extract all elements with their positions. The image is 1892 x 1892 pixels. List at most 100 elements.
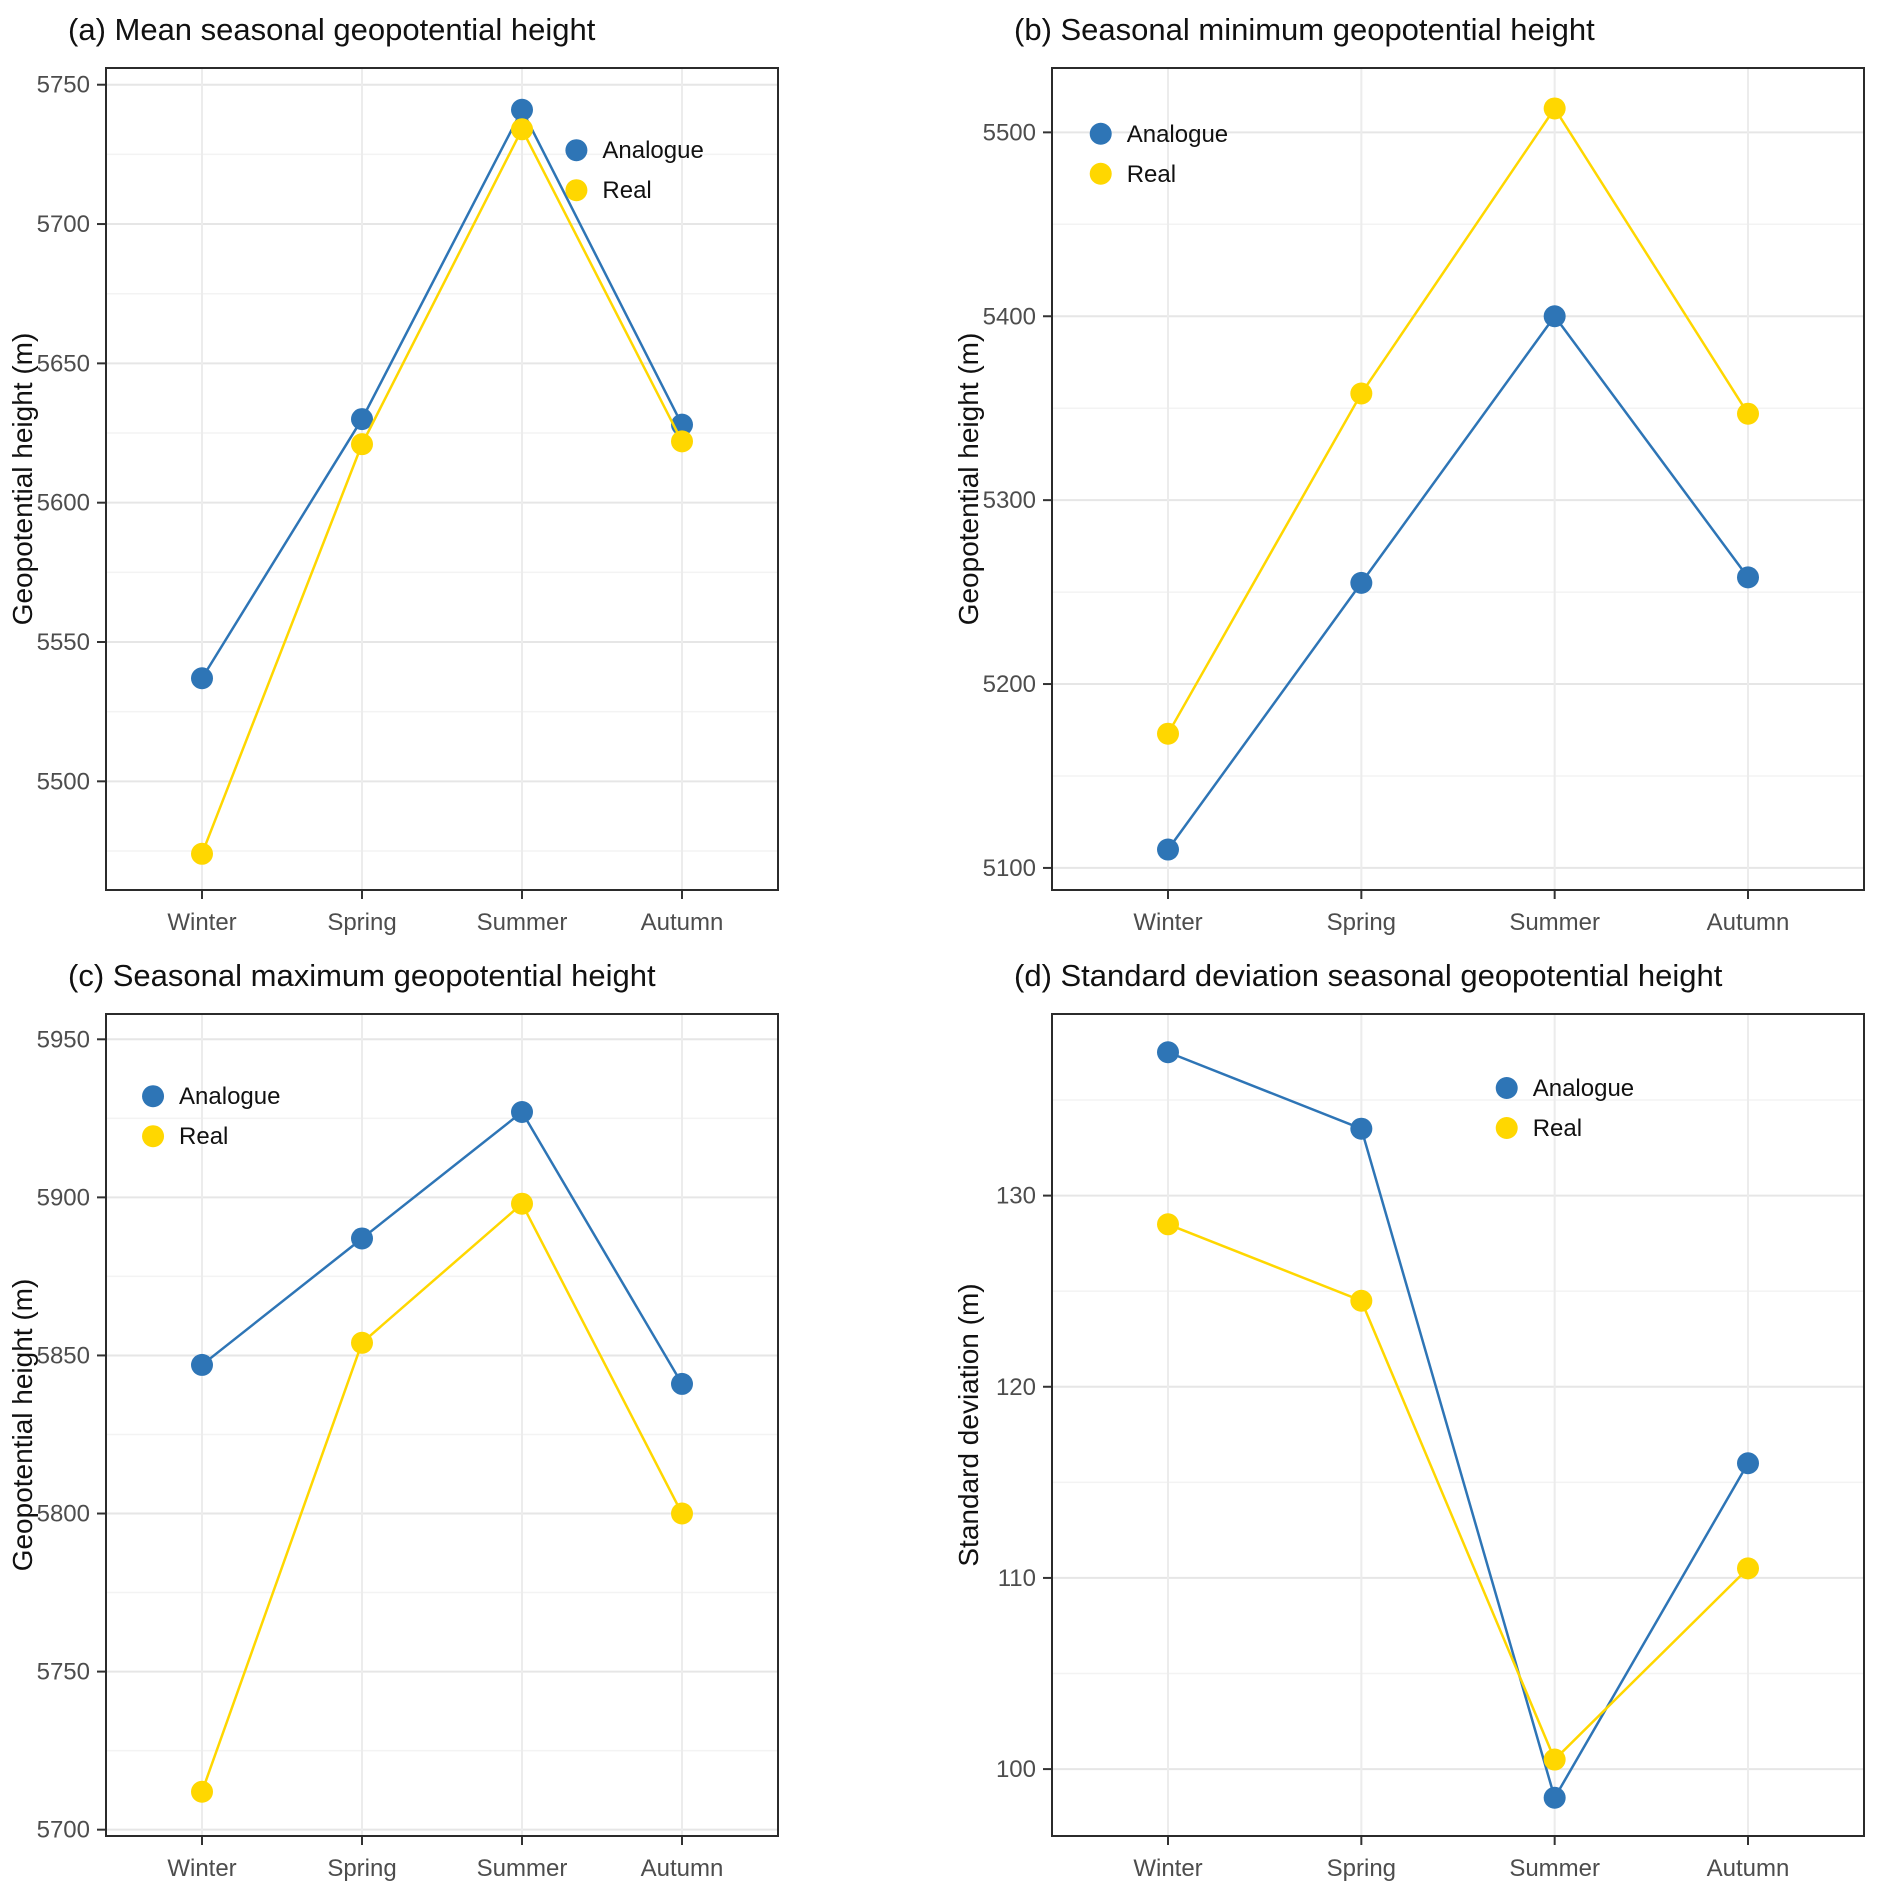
- y-tick-label: 5600: [37, 490, 90, 517]
- data-point: [1157, 1213, 1179, 1236]
- series-real: [191, 1192, 693, 1803]
- data-point: [1737, 1452, 1759, 1475]
- data-point: [1737, 1557, 1759, 1580]
- legend-label: Real: [602, 177, 651, 204]
- x-tick-label: Autumn: [1707, 909, 1790, 936]
- data-point: [1157, 838, 1179, 861]
- legend: Analogue Real: [1089, 121, 1228, 188]
- x-tick-label: Autumn: [1707, 1855, 1790, 1882]
- series-line: [200, 126, 684, 855]
- data-point: [1350, 382, 1373, 405]
- series-line: [1167, 1051, 1750, 1801]
- data-point: [191, 667, 213, 690]
- series-line: [1166, 106, 1750, 735]
- series-line: [1167, 1223, 1749, 1762]
- data-point: [671, 1502, 693, 1525]
- x-tick-label: Winter: [1133, 909, 1202, 936]
- legend-label: Real: [1533, 1115, 1582, 1142]
- y-tick-label: 5900: [37, 1184, 90, 1211]
- y-tick-label: 5750: [37, 1659, 90, 1686]
- data-point: [1350, 571, 1373, 594]
- data-point: [191, 842, 213, 865]
- x-tick-label: Summer: [1509, 909, 1600, 936]
- series-line: [1166, 314, 1750, 851]
- y-axis-title: Geopotential height (m): [7, 1279, 38, 1572]
- legend-key-analogue: [565, 139, 588, 162]
- data-point: [511, 1101, 533, 1124]
- x-tick-label: Summer: [1509, 1855, 1600, 1882]
- legend-key-analogue: [1089, 122, 1112, 145]
- panel-border: [1051, 67, 1865, 891]
- legend-label: Real: [1127, 161, 1176, 188]
- data-point: [1737, 566, 1759, 589]
- legend-key-real: [1089, 162, 1112, 185]
- y-tick-label: 5700: [37, 1817, 90, 1844]
- legend: Analogue Real: [142, 1083, 280, 1150]
- series-real: [191, 118, 693, 865]
- series-analogue: [1157, 1041, 1759, 1809]
- x-tick-label: Spring: [1327, 909, 1396, 936]
- legend-label: Real: [179, 1123, 228, 1150]
- data-point: [351, 408, 373, 431]
- y-tick-label: 5700: [37, 211, 90, 238]
- data-point: [671, 1372, 693, 1395]
- data-point: [1543, 1748, 1566, 1771]
- panel-border: [105, 67, 779, 891]
- y-tick-label: 5100: [983, 855, 1036, 882]
- panel-c: (c) Seasonal maximum geopotential height…: [0, 946, 946, 1892]
- y-tick-label: 130: [996, 1183, 1036, 1210]
- gridlines: [106, 68, 778, 890]
- legend-key-real: [1495, 1116, 1518, 1139]
- y-axis-title: Geopotential height (m): [7, 333, 38, 626]
- chart-b-title: (b) Seasonal minimum geopotential height: [1014, 12, 1595, 47]
- chart-a-title: (a) Mean seasonal geopotential height: [68, 12, 596, 47]
- data-point: [1543, 1786, 1566, 1809]
- y-axis-title: Standard deviation (m): [953, 1283, 984, 1566]
- x-tick-label: Autumn: [641, 909, 724, 936]
- series-line: [201, 1110, 684, 1385]
- panel-a: (a) Mean seasonal geopotential height 55…: [0, 0, 946, 946]
- series-analogue: [1157, 305, 1759, 861]
- data-point: [1543, 305, 1566, 328]
- y-tick-label: 5650: [37, 350, 90, 377]
- data-point: [351, 1227, 373, 1250]
- data-point: [1350, 1289, 1373, 1312]
- x-tick-label: Spring: [327, 909, 396, 936]
- x-tick-label: Summer: [477, 909, 568, 936]
- data-point: [1157, 1041, 1179, 1064]
- data-point: [1737, 402, 1759, 425]
- data-point: [1157, 722, 1179, 745]
- legend-key-real: [142, 1125, 165, 1148]
- series-line: [200, 1201, 684, 1793]
- y-tick-label: 5850: [37, 1342, 90, 1369]
- y-tick-label: 100: [996, 1756, 1036, 1783]
- axes: 5700 5750 5800 5850 5900 5950 Winter Spring Summ…: [37, 1026, 724, 1882]
- axes: 5100 5200 5300 5400 5500 Winter Spring Summer Au…: [983, 119, 1790, 936]
- y-tick-label: 120: [996, 1374, 1036, 1401]
- data-point: [511, 118, 533, 141]
- x-tick-label: Winter: [167, 1855, 236, 1882]
- y-axis-title: Geopotential height (m): [953, 333, 984, 626]
- x-tick-label: Winter: [1133, 1855, 1202, 1882]
- legend: Analogue Real: [1495, 1075, 1634, 1142]
- series-analogue: [191, 1101, 693, 1395]
- legend: Analogue Real: [565, 137, 704, 204]
- y-tick-label: 5550: [37, 629, 90, 656]
- legend-label: Analogue: [602, 137, 703, 164]
- data-point: [351, 433, 373, 456]
- chart-a-canvas: 5500 5550 5600 5650 5700 5750 Winter Spring Summ…: [7, 67, 779, 936]
- x-tick-label: Spring: [1327, 1855, 1396, 1882]
- data-point: [1350, 1117, 1373, 1140]
- data-point: [191, 1353, 213, 1376]
- legend-key-real: [565, 179, 588, 202]
- y-tick-label: 5750: [37, 72, 90, 99]
- data-point: [351, 1331, 373, 1354]
- gridlines: [1052, 68, 1864, 890]
- legend-label: Analogue: [1127, 121, 1228, 148]
- data-point: [671, 430, 693, 453]
- legend-key-analogue: [142, 1085, 165, 1108]
- legend-label: Analogue: [1533, 1075, 1634, 1102]
- y-tick-label: 5300: [983, 487, 1036, 514]
- series-real: [1157, 1213, 1759, 1771]
